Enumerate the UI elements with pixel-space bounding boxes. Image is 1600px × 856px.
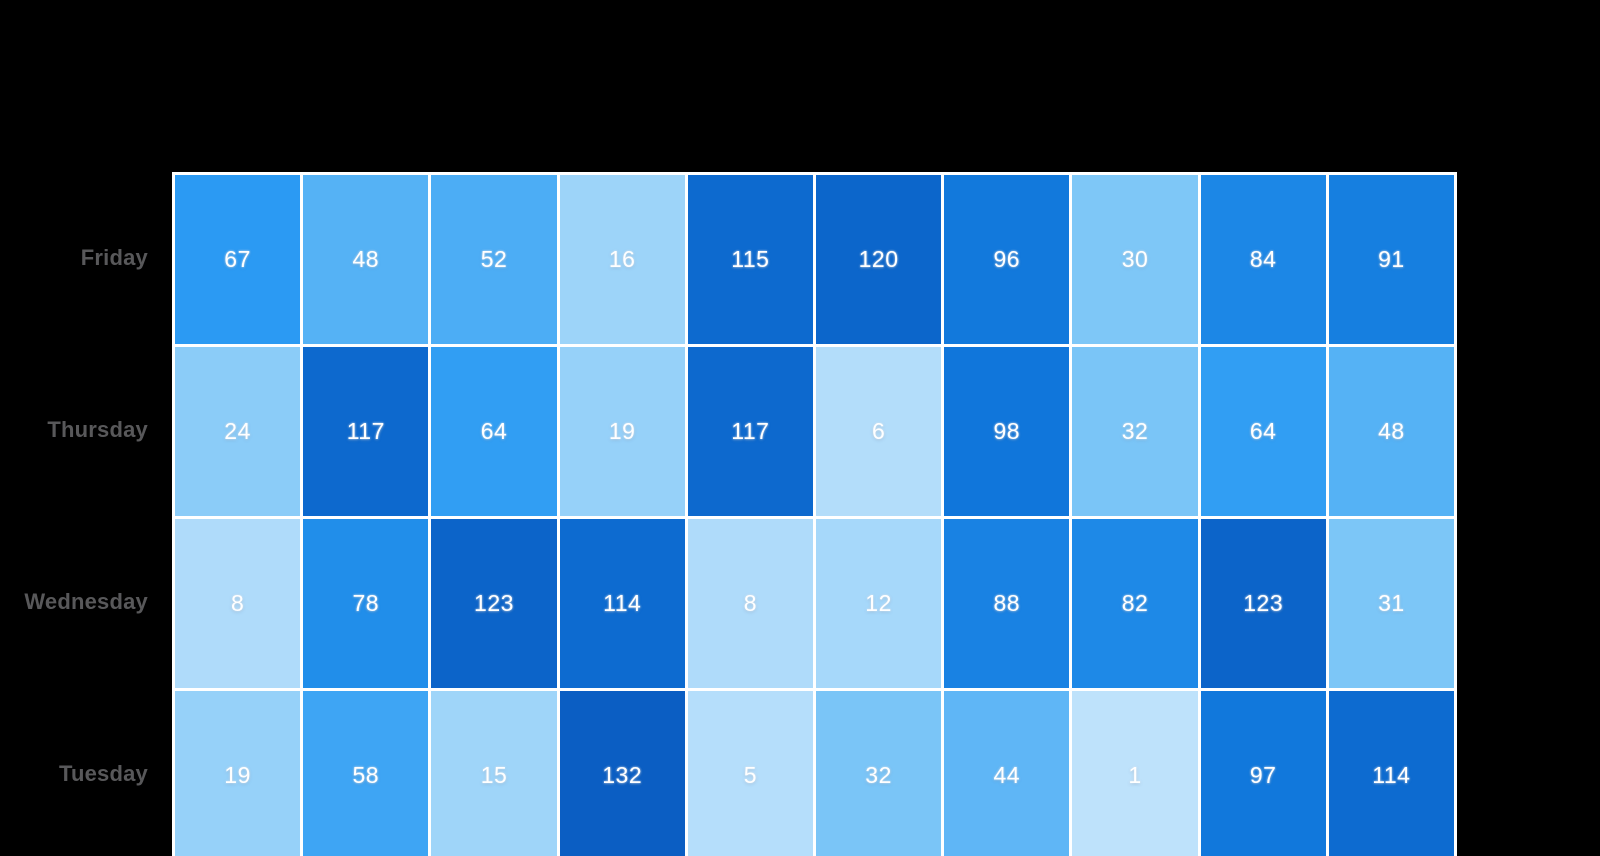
heatmap-cell[interactable]: 64 <box>431 347 557 516</box>
row-label: Friday <box>80 245 148 270</box>
cell-value: 6 <box>871 418 886 444</box>
heatmap-cell[interactable]: 120 <box>815 175 942 344</box>
cell-value: 12 <box>865 590 892 616</box>
heatmap-cell[interactable]: 84 <box>1200 175 1326 344</box>
row-label: Thursday <box>47 417 148 442</box>
cell-value: 44 <box>993 762 1021 788</box>
heatmap-cell[interactable]: 15 <box>431 691 557 856</box>
cell-value: 32 <box>865 762 892 788</box>
heatmap-cell[interactable]: 6 <box>815 347 942 516</box>
cell-value: 82 <box>1121 590 1149 616</box>
heatmap-cell[interactable]: 44 <box>944 691 1070 856</box>
heatmap-cell[interactable]: 67 <box>175 175 301 344</box>
heatmap-cell[interactable]: 30 <box>1072 175 1198 344</box>
heatmap-grid: 67 48 52 16 115 120 96 30 84 91 24 117 64 19 117 6 98 32 6… <box>172 172 1457 856</box>
cell-value: 123 <box>474 590 514 616</box>
cell-value: 58 <box>352 762 380 788</box>
cell-value: 120 <box>858 246 899 272</box>
cell-value: 48 <box>1378 418 1405 444</box>
heatmap-cell[interactable]: 96 <box>944 175 1070 344</box>
heatmap-cell[interactable]: 58 <box>303 691 429 856</box>
cell-value: 8 <box>743 590 758 616</box>
cell-value: 64 <box>480 418 508 444</box>
cell-value: 19 <box>608 418 636 444</box>
row-label: Tuesday <box>58 761 148 786</box>
cell-value: 5 <box>743 762 758 788</box>
cell-value: 115 <box>731 246 770 272</box>
heatmap-cell[interactable]: 8 <box>175 519 301 688</box>
cell-value: 114 <box>603 590 642 616</box>
cell-value: 88 <box>993 590 1021 616</box>
heatmap-cell[interactable]: 117 <box>687 347 813 516</box>
heatmap-cell[interactable]: 48 <box>1328 347 1454 516</box>
heatmap-cell[interactable]: 97 <box>1200 691 1326 856</box>
heatmap-cell[interactable]: 48 <box>303 175 429 344</box>
heatmap-cell[interactable]: 98 <box>944 347 1070 516</box>
heatmap-cell[interactable]: 8 <box>687 519 813 688</box>
heatmap-cell[interactable]: 52 <box>431 175 557 344</box>
cell-value: 84 <box>1249 246 1277 272</box>
heatmap-cell[interactable]: 91 <box>1328 175 1454 344</box>
cell-value: 67 <box>224 246 251 272</box>
cell-value: 96 <box>993 246 1021 272</box>
cell-value: 132 <box>602 762 643 788</box>
heatmap-cell[interactable]: 82 <box>1072 519 1198 688</box>
heatmap-cell[interactable]: 1 <box>1072 691 1198 856</box>
cell-value: 24 <box>224 418 251 444</box>
cell-value: 15 <box>480 762 508 788</box>
heatmap-cell[interactable]: 64 <box>1200 347 1326 516</box>
cell-value: 123 <box>1243 590 1284 616</box>
heatmap-cell[interactable]: 117 <box>303 347 429 516</box>
heatmap-cell[interactable]: 78 <box>303 519 429 688</box>
cell-value: 32 <box>1121 418 1149 444</box>
cell-value: 97 <box>1249 762 1277 788</box>
heatmap-cell[interactable]: 5 <box>687 691 813 856</box>
cell-value: 52 <box>480 246 508 272</box>
cell-value: 8 <box>230 590 245 616</box>
heatmap-cell[interactable]: 12 <box>815 519 942 688</box>
cell-value: 19 <box>224 762 251 788</box>
cell-value: 117 <box>731 418 770 444</box>
heatmap-cell[interactable]: 32 <box>815 691 942 856</box>
heatmap-cell[interactable]: 114 <box>1328 691 1454 856</box>
heatmap-cell[interactable]: 19 <box>175 691 301 856</box>
cell-value: 48 <box>352 246 380 272</box>
heatmap-row-labels: Friday Thursday Wednesday Tuesday <box>0 172 150 856</box>
cell-value: 78 <box>352 590 380 616</box>
heatmap-cell[interactable]: 16 <box>559 175 685 344</box>
heatmap-cell[interactable]: 123 <box>1200 519 1326 688</box>
cell-value: 64 <box>1249 418 1277 444</box>
row-label: Wednesday <box>24 589 148 614</box>
cell-value: 16 <box>608 246 636 272</box>
heatmap-cell[interactable]: 114 <box>559 519 685 688</box>
heatmap-cell[interactable]: 31 <box>1328 519 1454 688</box>
heatmap-cell[interactable]: 19 <box>559 347 685 516</box>
heatmap-cell[interactable]: 24 <box>175 347 301 516</box>
heatmap-cell[interactable]: 88 <box>944 519 1070 688</box>
cell-value: 1 <box>1128 762 1142 788</box>
cell-value: 91 <box>1378 246 1405 272</box>
cell-value: 30 <box>1121 246 1149 272</box>
cell-value: 31 <box>1378 590 1405 616</box>
cell-value: 98 <box>993 418 1021 444</box>
heatmap-cell[interactable]: 115 <box>687 175 813 344</box>
heatmap-cell[interactable]: 32 <box>1072 347 1198 516</box>
cell-value: 114 <box>1372 762 1411 788</box>
heatmap-cell[interactable]: 132 <box>559 691 685 856</box>
cell-value: 117 <box>346 418 385 444</box>
heatmap-cell[interactable]: 123 <box>431 519 557 688</box>
